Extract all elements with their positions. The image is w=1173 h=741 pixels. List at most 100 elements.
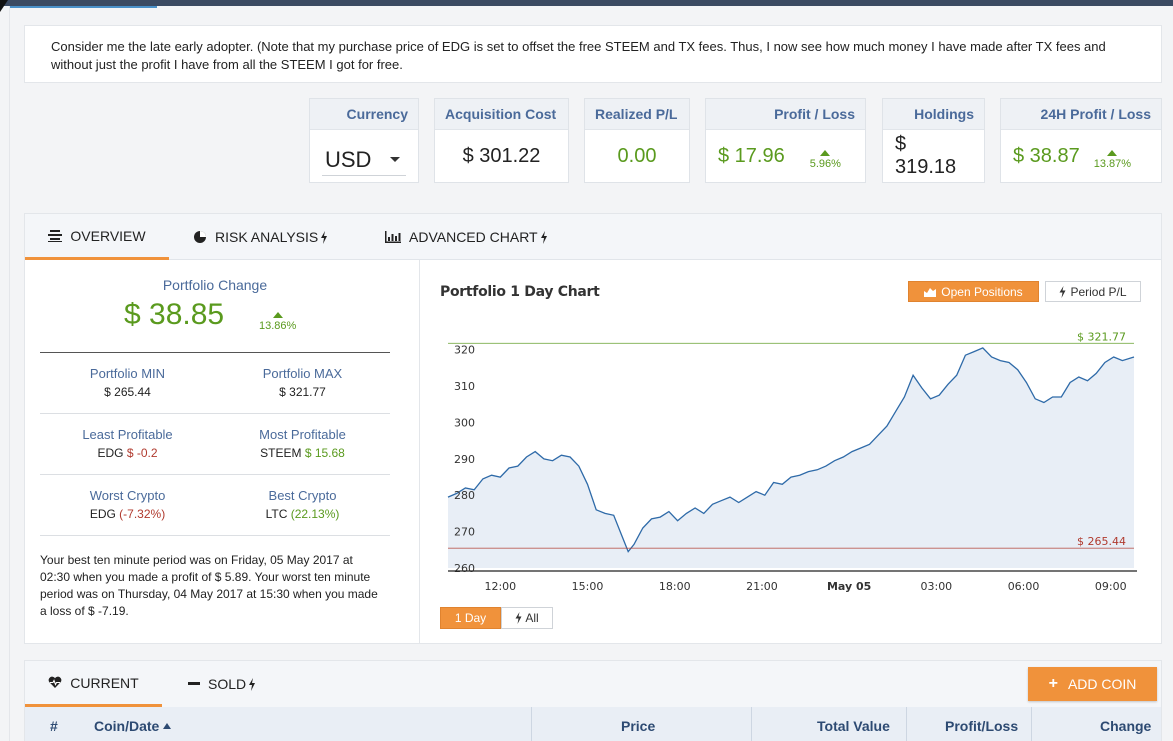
sort-asc-icon [163, 723, 172, 729]
most-profitable-coin: STEEM [260, 446, 302, 460]
chevron-down-icon [390, 157, 400, 162]
range-1day-button[interactable]: 1 Day [440, 607, 501, 629]
period-summary: Your best ten minute period was on Frida… [40, 553, 378, 618]
worst-crypto-label: Worst Crypto [89, 488, 166, 503]
x-tick-label: 06:00 [1008, 580, 1040, 593]
col-separator [531, 707, 532, 741]
max-reference-label: $ 321.77 [1077, 330, 1126, 343]
chart-series-line [447, 347, 1135, 553]
open-positions-label: Open Positions [941, 284, 1023, 299]
left-gutter [0, 6, 10, 741]
portfolio-min: Portfolio MIN $ 265.44 [40, 366, 215, 399]
chart-svg: 260 270 280 290 300 310 320 $ 321.77 $ 265.44 12:… [447, 330, 1137, 593]
tab-advanced-chart[interactable]: ADVANCED CHART [385, 214, 548, 260]
divider [40, 413, 390, 414]
most-profitable-label: Most Profitable [259, 427, 346, 442]
profit-24h-label: 24H Profit / Loss [1001, 99, 1161, 130]
holdings-value: $ 319.18 [895, 133, 957, 178]
profit-loss-pct: 5.96% [809, 158, 841, 170]
least-profitable-coin: EDG [97, 446, 124, 460]
tab-current[interactable]: CURRENT [25, 661, 162, 707]
worst-crypto: Worst Crypto EDG (-7.32%) [40, 488, 215, 521]
col-total-value[interactable]: Total Value [817, 718, 890, 734]
overview-summary: Portfolio Change $ 38.85 13.86% Portfoli… [25, 260, 420, 643]
add-coin-button[interactable]: + ADD COIN [1028, 667, 1157, 701]
heartbeat-icon [48, 676, 62, 688]
best-crypto-coin: LTC [265, 507, 288, 521]
tab-overview[interactable]: OVERVIEW [25, 214, 169, 260]
currency-label: Currency [310, 99, 418, 130]
portfolio-note: Consider me the late early adopter. (Not… [24, 25, 1162, 83]
tab-risk-analysis-label: RISK ANALYSIS [215, 229, 319, 245]
portfolio-max-label: Portfolio MAX [262, 366, 343, 381]
y-tick-label: 280 [454, 489, 475, 502]
col-coin-date-label: Coin/Date [94, 718, 160, 734]
currency-value: USD [325, 146, 372, 172]
portfolio-change-value: $ 38.85 [124, 298, 225, 331]
range-all-label: All [525, 611, 539, 625]
col-index: # [50, 718, 58, 734]
corner-marker [0, 0, 8, 12]
open-positions-button[interactable]: Open Positions [908, 281, 1039, 302]
portfolio-max: Portfolio MAX $ 321.77 [215, 366, 390, 399]
bolt-icon [540, 230, 547, 244]
portfolio-panel: OVERVIEW RISK ANALYSIS ADVANCED CHART Po… [24, 213, 1162, 644]
portfolio-max-value: $ 321.77 [279, 385, 326, 399]
col-separator [906, 707, 907, 741]
col-separator [751, 707, 752, 741]
realized-pl-label: Realized P/L [585, 99, 689, 130]
x-tick-label: 18:00 [659, 580, 691, 593]
period-pl-label: Period P/L [1070, 284, 1127, 299]
profit-loss-card: Profit / Loss $ 17.96 5.96% [705, 98, 866, 183]
profit-24h-change: 13.87% [1094, 150, 1131, 170]
best-crypto: Best Crypto LTC (22.13%) [215, 488, 390, 521]
range-all-button[interactable]: All [501, 607, 553, 629]
col-change[interactable]: Change [1100, 718, 1152, 734]
tab-current-label: CURRENT [70, 674, 139, 691]
least-profitable-label: Least Profitable [82, 427, 173, 442]
portfolio-note-text: Consider me the late early adopter. (Not… [51, 39, 1106, 72]
col-coin-date[interactable]: Coin/Date [94, 707, 172, 741]
currency-select[interactable]: USD [322, 144, 406, 176]
tab-risk-analysis[interactable]: RISK ANALYSIS [193, 214, 328, 260]
x-tick-label: 09:00 [1095, 580, 1127, 593]
minus-icon [188, 682, 200, 685]
tab-sold-label: SOLD [208, 676, 247, 692]
holdings-label: Holdings [883, 99, 984, 130]
bolt-icon [515, 612, 522, 624]
holdings-panel: CURRENT SOLD + ADD COIN # Coin/Date Pric… [24, 660, 1162, 741]
y-tick-label: 300 [454, 416, 475, 429]
acquisition-cost-card: Acquisition Cost $ 301.22 [434, 98, 569, 183]
most-profitable: Most Profitable STEEM $ 15.68 [215, 427, 390, 460]
align-icon [48, 229, 63, 242]
y-tick-label: 320 [454, 344, 475, 357]
profit-loss-label: Profit / Loss [706, 99, 865, 130]
col-separator [1031, 707, 1032, 741]
holdings-card: Holdings $ 319.18 [882, 98, 985, 183]
profit-24h-value: $ 38.87 [1013, 144, 1080, 167]
col-profit-loss[interactable]: Profit/Loss [945, 718, 1019, 734]
tab-sold[interactable]: SOLD [188, 661, 256, 707]
top-nav-bar [0, 0, 1173, 6]
bolt-icon [1059, 285, 1066, 298]
realized-pl-value: 0.00 [617, 144, 657, 167]
best-crypto-value: (22.13%) [290, 507, 340, 521]
bar-chart-icon [385, 231, 401, 243]
x-tick-label: 21:00 [746, 580, 778, 593]
chart-title: Portfolio 1 Day Chart [440, 284, 600, 300]
acquisition-cost-value: $ 301.22 [462, 144, 541, 167]
col-price[interactable]: Price [621, 718, 656, 734]
divider [40, 474, 390, 475]
acquisition-cost-label: Acquisition Cost [435, 99, 568, 130]
y-tick-label: 260 [454, 562, 475, 575]
portfolio-min-label: Portfolio MIN [89, 366, 166, 381]
worst-crypto-value: (-7.32%) [119, 507, 166, 521]
least-profitable: Least Profitable EDG $ -0.2 [40, 427, 215, 460]
x-tick-label: May 05 [827, 580, 871, 593]
profit-loss-change: 5.96% [810, 150, 841, 170]
bolt-icon [249, 677, 256, 691]
period-pl-button[interactable]: Period P/L [1045, 281, 1141, 302]
y-tick-label: 270 [454, 526, 475, 539]
portfolio-tabs: OVERVIEW RISK ANALYSIS ADVANCED CHART [25, 214, 1161, 260]
min-reference-label: $ 265.44 [1077, 535, 1126, 548]
